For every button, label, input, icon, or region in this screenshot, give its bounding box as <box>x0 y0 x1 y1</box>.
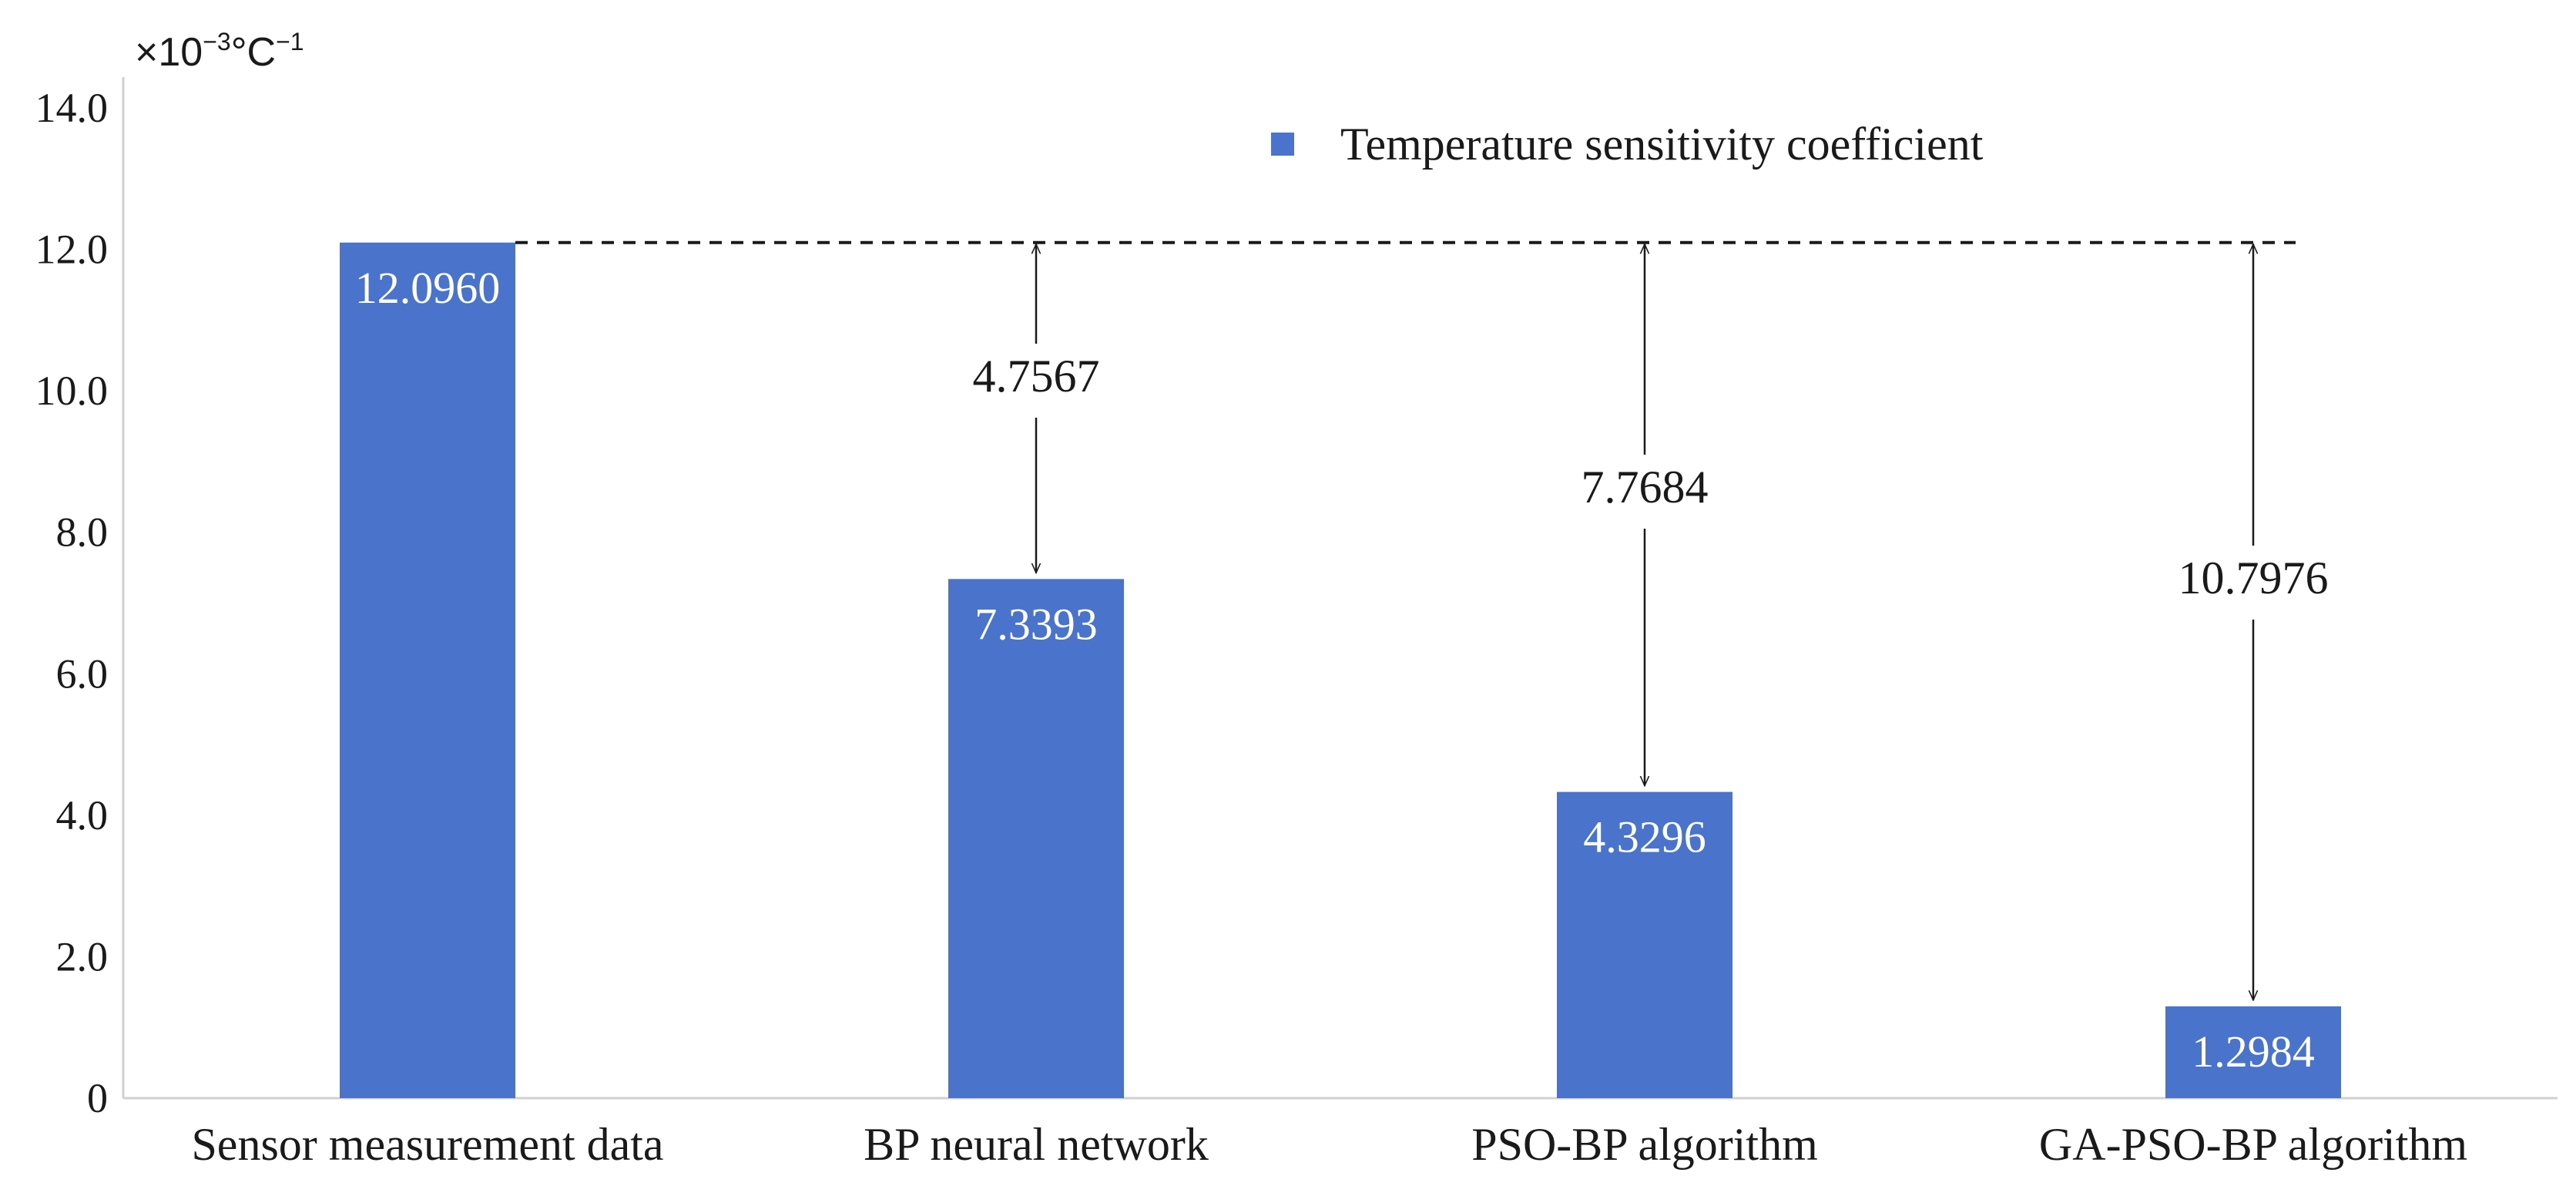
x-category-label: PSO-BP algorithm <box>1471 1119 1818 1170</box>
bar-value-label: 1.2984 <box>2192 1026 2315 1077</box>
axes: 0 2.0 4.0 6.0 8.0 10.0 12.0 14.0 ×10−3°C−1 Sensor… <box>35 28 2558 1170</box>
bar-value-label: 7.3393 <box>974 599 1098 649</box>
bar <box>2165 1006 2341 1098</box>
x-category-label: Sensor measurement data <box>191 1119 663 1170</box>
y-unit-label: ×10−3°C−1 <box>135 28 304 75</box>
bar <box>1557 791 1732 1098</box>
y-tick-label: 8.0 <box>56 509 109 556</box>
x-category-label: BP neural network <box>864 1119 1209 1170</box>
y-tick-label: 2.0 <box>56 933 109 979</box>
legend-swatch <box>1271 133 1294 156</box>
bar-value-label: 12.0960 <box>355 263 501 313</box>
bars: 12.0960 7.3393 4.3296 1.2984 <box>340 242 2341 1098</box>
x-category-label: GA-PSO-BP algorithm <box>2039 1119 2467 1170</box>
y-tick-label: 4.0 <box>56 792 109 838</box>
y-tick-label: 0 <box>87 1075 108 1121</box>
bar <box>948 579 1124 1098</box>
difference-label: 7.7684 <box>1581 462 1709 512</box>
y-tick-label: 14.0 <box>35 85 109 131</box>
y-tick-label: 10.0 <box>35 368 109 414</box>
legend-label: Temperature sensitivity coefficient <box>1340 119 1984 170</box>
y-tick-label: 12.0 <box>35 227 109 273</box>
difference-label: 4.7567 <box>973 351 1100 401</box>
y-tick-label: 6.0 <box>56 650 109 697</box>
legend: Temperature sensitivity coefficient <box>1271 119 1984 170</box>
difference-label: 10.7976 <box>2179 553 2329 603</box>
annotations: 4.7567 7.7684 10.7976 <box>515 240 2329 1000</box>
bar <box>340 242 515 1098</box>
bar-value-label: 4.3296 <box>1583 812 1706 862</box>
